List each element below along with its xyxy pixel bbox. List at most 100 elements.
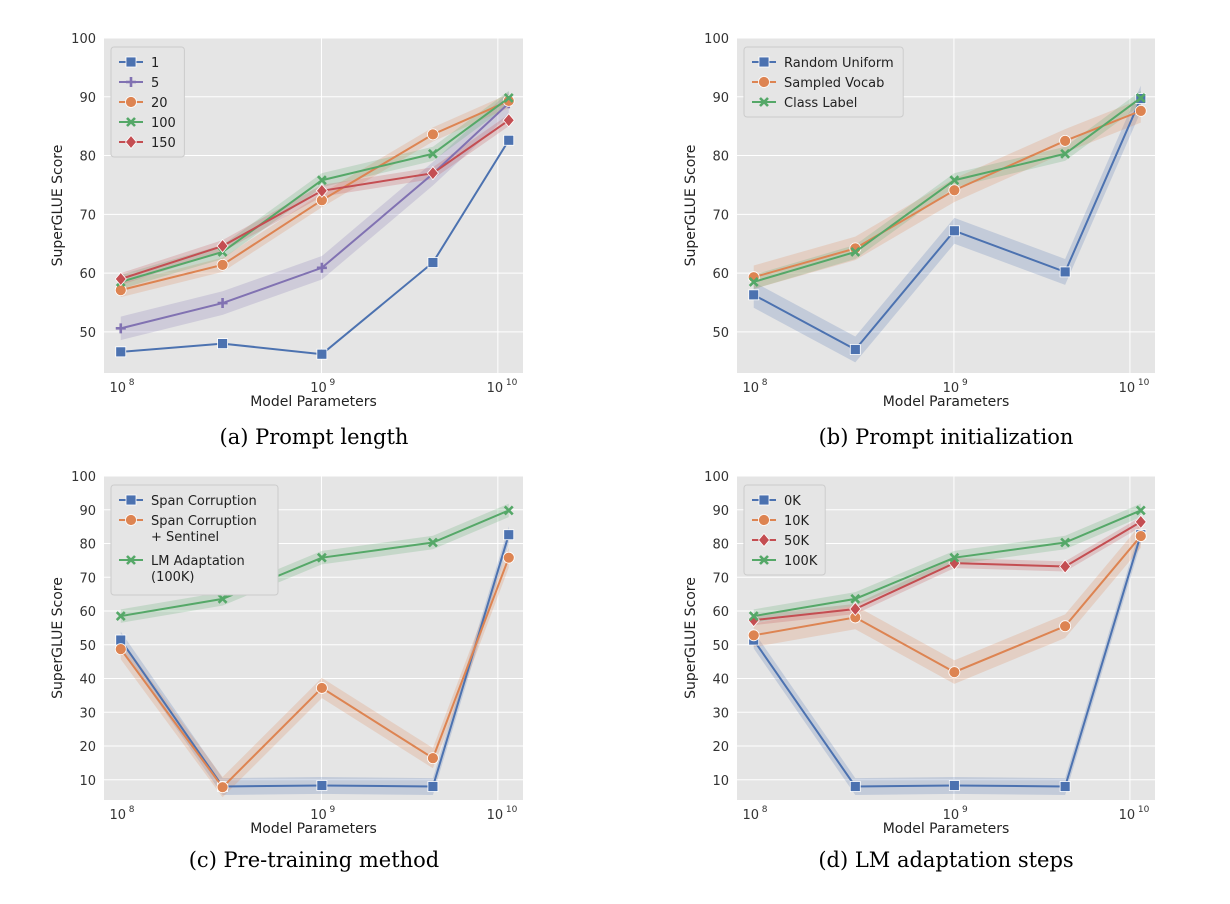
y-tick-label: 100 xyxy=(71,32,96,47)
x-axis-label: Model Parameters xyxy=(883,394,1010,410)
x-tick-label: 10 xyxy=(109,808,126,823)
legend-marker-1 xyxy=(125,56,137,68)
legend-marker-2 xyxy=(125,514,137,526)
x-tick-label: 10 xyxy=(1119,381,1136,396)
legend-label-2: + Sentinel xyxy=(151,530,219,545)
legend-label-1: Span Corruption xyxy=(151,494,257,509)
legend: 0K 10K 50K 100K xyxy=(743,484,826,576)
legend-label-2: Sampled Vocab xyxy=(784,76,884,91)
data-point xyxy=(216,781,229,794)
legend-frame xyxy=(110,484,279,596)
y-axis-label: SuperGLUE Score xyxy=(50,145,66,267)
data-point xyxy=(427,257,439,268)
y-tick-label: 90 xyxy=(79,504,96,519)
legend-marker-4 xyxy=(126,117,136,127)
data-point xyxy=(1059,266,1071,278)
x-tick-label: 10 xyxy=(109,381,126,396)
data-point xyxy=(502,113,515,128)
legend-marker-3 xyxy=(125,96,137,108)
data-point xyxy=(1134,514,1147,530)
confidence-band-2 xyxy=(120,547,509,798)
data-point xyxy=(1134,530,1147,542)
confidence-band-4 xyxy=(753,503,1141,623)
x-tick-exponent: 8 xyxy=(129,805,135,815)
y-tick-label: 80 xyxy=(712,538,729,553)
x-tick-exponent: 10 xyxy=(1138,805,1150,815)
data-point xyxy=(1059,620,1072,633)
data-point xyxy=(427,128,439,141)
data-point xyxy=(503,134,515,146)
data-point xyxy=(850,593,861,604)
legend-label-4: 100 xyxy=(151,116,176,131)
y-tick-label: 40 xyxy=(79,673,96,688)
data-point xyxy=(949,552,960,563)
y-tick-label: 90 xyxy=(712,504,729,519)
data-point xyxy=(115,323,126,334)
y-tick-label: 60 xyxy=(79,267,96,282)
y-tick-label: 80 xyxy=(79,538,96,553)
legend-label-3: 20 xyxy=(151,96,168,111)
y-tick-label: 30 xyxy=(712,706,729,721)
y-tick-label: 60 xyxy=(712,267,729,282)
panel-caption: (b) Prompt initialization xyxy=(819,425,1074,449)
y-tick-label: 30 xyxy=(79,706,96,721)
legend-label-1: Random Uniform xyxy=(784,56,894,71)
legend-label-2: Span Corruption xyxy=(151,514,257,529)
y-tick-label: 90 xyxy=(712,91,729,106)
legend-frame xyxy=(110,46,185,158)
data-point xyxy=(217,298,228,309)
y-tick-label: 20 xyxy=(79,740,96,755)
data-point xyxy=(316,348,328,360)
legend-label-2: 10K xyxy=(784,514,810,529)
y-tick-label: 70 xyxy=(79,571,96,586)
confidence-band-3 xyxy=(753,90,1141,289)
data-point xyxy=(114,271,127,287)
x-axis-label: Model Parameters xyxy=(250,821,377,837)
y-tick-label: 70 xyxy=(712,571,729,586)
y-tick-label: 50 xyxy=(79,326,96,341)
data-point xyxy=(115,346,127,358)
y-tick-label: 90 xyxy=(79,91,96,106)
y-axis-label: SuperGLUE Score xyxy=(683,145,699,267)
data-point xyxy=(114,284,127,297)
x-tick-exponent: 9 xyxy=(329,378,335,388)
y-tick-label: 10 xyxy=(712,774,729,789)
y-tick-label: 10 xyxy=(79,774,96,789)
data-point xyxy=(315,682,328,694)
x-tick-exponent: 10 xyxy=(506,378,518,388)
x-tick-exponent: 9 xyxy=(329,805,335,815)
legend-label-1: 0K xyxy=(784,494,801,509)
panel-caption: (a) Prompt length xyxy=(220,425,409,449)
data-point xyxy=(948,225,960,237)
x-tick-label: 10 xyxy=(742,808,759,823)
y-tick-label: 70 xyxy=(79,208,96,223)
data-point xyxy=(1059,781,1071,792)
legend-marker-5 xyxy=(124,134,138,150)
data-point xyxy=(315,183,328,198)
x-tick-label: 10 xyxy=(487,381,504,396)
x-tick-exponent: 8 xyxy=(762,378,768,388)
legend: Random Uniform Sampled Vocab Class Label xyxy=(743,46,904,118)
confidence-band-4 xyxy=(120,90,509,289)
data-point xyxy=(316,780,328,791)
y-tick-label: 60 xyxy=(712,605,729,620)
data-point xyxy=(849,344,861,355)
data-point xyxy=(850,247,861,257)
y-axis-label: SuperGLUE Score xyxy=(683,577,699,699)
data-point xyxy=(1060,148,1071,159)
data-point xyxy=(426,166,439,181)
legend-marker-1 xyxy=(125,494,137,506)
data-point xyxy=(748,289,760,301)
x-axis-label: Model Parameters xyxy=(883,821,1010,837)
data-point xyxy=(503,93,514,103)
data-point xyxy=(316,175,327,186)
x-tick-exponent: 8 xyxy=(762,805,768,815)
x-axis-label: Model Parameters xyxy=(250,394,377,410)
data-point xyxy=(503,505,514,516)
x-tick-label: 10 xyxy=(310,381,327,396)
panel-caption: (d) LM adaptation steps xyxy=(818,848,1073,872)
data-point xyxy=(849,601,862,617)
